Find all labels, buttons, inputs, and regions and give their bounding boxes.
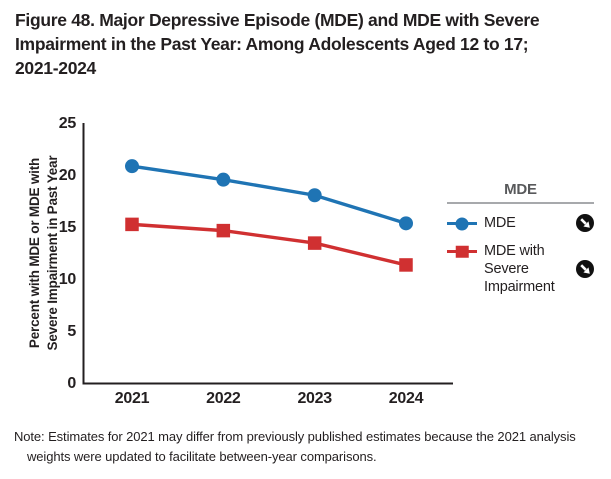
x-tick-label: 2022 xyxy=(206,390,241,407)
y-tick-label: 0 xyxy=(67,374,76,392)
series-line xyxy=(131,164,407,225)
y-axis-title-line: Severe Impairment in Past Year xyxy=(44,155,60,351)
x-tick-label: 2021 xyxy=(114,390,150,407)
figure-title-line: Figure 48. Major Depressive Episode (MDE… xyxy=(15,10,540,30)
y-tick-label: 5 xyxy=(67,322,76,340)
x-tick-label: 2024 xyxy=(388,390,424,407)
data-point-circle xyxy=(398,216,413,231)
data-point-circle xyxy=(125,159,139,174)
mde-line-marker-icon xyxy=(447,215,477,232)
data-point-square xyxy=(399,258,413,272)
note-line: weights were updated to facilitate betwe… xyxy=(27,449,377,464)
legend-divider xyxy=(447,202,594,204)
arrow-down-right-icon xyxy=(576,214,594,232)
y-axis-title: Percent with MDE or MDE with Severe Impa… xyxy=(26,113,62,393)
figure-note: Note: Estimates for 2021 may differ from… xyxy=(14,427,576,467)
legend-entry-mde: MDE xyxy=(447,214,594,232)
y-axis-title-line: Percent with MDE or MDE with xyxy=(27,157,42,349)
figure-title-line: 2021-2024 xyxy=(15,58,96,78)
legend-label-mde-severe-impairment: MDE with Severe Impairment xyxy=(484,243,555,295)
y-tick-label: 10 xyxy=(58,270,77,288)
chart-legend: MDE MDE MDE with Severe xyxy=(447,181,594,296)
data-point-square xyxy=(125,217,139,232)
data-point-circle xyxy=(307,188,322,203)
legend-label-mde: MDE xyxy=(484,215,516,231)
data-point-circle xyxy=(216,172,231,187)
legend-entry-mde-severe-impairment: MDE with Severe Impairment xyxy=(447,242,594,296)
note-line: Note: Estimates for 2021 may differ from… xyxy=(14,429,576,444)
legend-header: MDE xyxy=(504,181,537,198)
y-tick-label: 15 xyxy=(58,218,77,236)
figure-title: Figure 48. Major Depressive Episode (MDE… xyxy=(15,8,540,80)
data-point-square xyxy=(307,236,322,250)
figure-title-line: Impairment in the Past Year: Among Adole… xyxy=(15,34,529,54)
severe-impairment-line-marker-icon xyxy=(447,243,477,260)
arrow-down-right-icon xyxy=(576,260,594,278)
x-tick-label: 2023 xyxy=(297,390,332,407)
y-tick-label: 20 xyxy=(58,166,77,184)
y-tick-label: 25 xyxy=(58,114,77,132)
data-point-square xyxy=(216,223,231,238)
series-line xyxy=(131,222,407,267)
